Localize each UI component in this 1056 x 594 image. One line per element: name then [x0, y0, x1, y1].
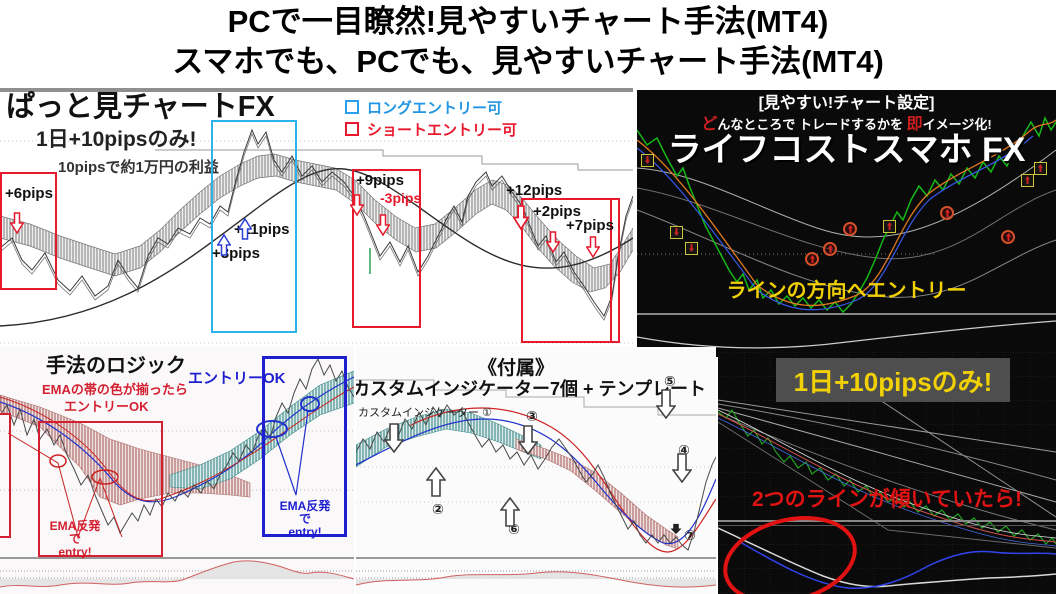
signal-box-down-icon — [685, 242, 698, 255]
logic-blue-zone — [262, 356, 347, 537]
daily-pips-chart-panel: 1日+10pipsのみ! 2つのラインが傾いていたら! — [718, 352, 1056, 594]
logic-title: 手法のロジック — [46, 355, 186, 377]
logic-chart-panel: 手法のロジック EMAの帯の色が揃ったら エントリーOK エントリーOK EMA… — [0, 347, 354, 594]
signal-circle-up-icon — [805, 252, 819, 266]
short-entry-label: ショートエントリー可 — [367, 121, 518, 139]
sell-arrow-icon — [10, 212, 24, 234]
main-chart-subtitle: 1日+10pipsのみ! — [36, 128, 197, 151]
entry-ok-label: エントリーOK — [188, 370, 286, 387]
subline-text-1: んなところで トレードするかを — [717, 117, 907, 132]
signal-circle-up-icon — [1001, 230, 1015, 244]
daily-pips-badge-text: 1日+10pipsのみ! — [793, 366, 993, 397]
blue-entry-line-1: EMA反発で — [279, 499, 331, 527]
short-zone-3-inner-edge — [610, 198, 612, 343]
white-down-arrow-icon — [656, 389, 676, 419]
long-entry-label: ロングエントリー可 — [367, 99, 503, 117]
long-zone-1 — [211, 120, 297, 333]
subline-accent-2: 即 — [906, 116, 923, 133]
marker-6: ⑥ — [508, 521, 520, 537]
signal-box-up-icon — [1034, 162, 1047, 175]
short-entry-swatch — [345, 122, 359, 136]
chart-top-bar — [0, 88, 633, 92]
white-down-arrow-icon — [518, 425, 538, 455]
lifecost-chart-panel: [見やすい!チャート設定] どんなところで トレードするかを 即イメージ化! ラ… — [637, 90, 1056, 357]
logic-rule-2: エントリーOK — [64, 399, 149, 414]
signal-circle-up-icon — [940, 206, 954, 220]
marker-2: ② — [432, 501, 444, 517]
custom-indicator-label: カスタムインジケーター ① — [358, 407, 492, 419]
signal-box-down-icon — [641, 154, 654, 167]
settings-subline: どんなところで トレードするかを 即イメージ化! — [637, 116, 1056, 134]
main-chart-title: ぱっと見チャートFX — [6, 91, 275, 123]
sell-arrow-icon — [350, 194, 364, 216]
subline-accent-1: ど — [701, 116, 718, 133]
signal-box-up-icon — [1021, 174, 1034, 187]
sell-arrow-icon — [513, 205, 529, 231]
main-chart-panel: ぱっと見チャートFX 1日+10pipsのみ! 10pipsで約1万円の利益 ロ… — [0, 88, 633, 346]
header-line-1: PCで一目瞭然!見やすいチャート手法(MT4) — [227, 4, 829, 39]
line-direction-caption: ラインの方向へエントリー — [726, 280, 967, 302]
marker-4: ④ — [678, 442, 690, 458]
short-zone-3 — [521, 198, 620, 343]
marker-5: ⑤ — [664, 373, 676, 389]
signal-box-down-icon — [670, 226, 683, 239]
daily-pips-badge: 1日+10pipsのみ! — [776, 358, 1010, 402]
bundle-subtitle: カスタムインジケーター7個 + テンプレート — [356, 379, 706, 399]
marker-3: ③ — [526, 408, 538, 424]
red-entry-note: EMA反発で entry! — [44, 519, 106, 560]
short-zone-1 — [0, 172, 57, 290]
logic-zone-left-edge — [0, 413, 11, 538]
logic-rule-1: EMAの帯の色が揃ったら — [42, 382, 188, 397]
page-header: PCで一目瞭然!見やすいチャート手法(MT4) スマホでも、PCでも、見やすいチ… — [0, 2, 1056, 82]
signal-box-up-icon — [883, 220, 896, 233]
header-line-2: スマホでも、PCでも、見やすいチャート手法(MT4) — [172, 44, 884, 79]
settings-header: [見やすい!チャート設定] — [758, 95, 935, 112]
buy-arrow-icon — [238, 218, 252, 240]
logic-red-zone — [38, 421, 163, 557]
white-up-arrow-icon — [500, 497, 520, 527]
two-lines-caption: 2つのラインが傾いていたら! — [751, 488, 1023, 511]
bundle-title: 《付属》 — [477, 358, 554, 379]
white-up-arrow-icon — [426, 467, 446, 497]
subline-text-2: イメージ化! — [922, 117, 992, 132]
pips-label-6: +12pips — [506, 182, 563, 199]
bundle-chart-panel: 《付属》 カスタムインジケーター7個 + テンプレート カスタムインジケーター … — [356, 347, 716, 594]
pips-label-8: +7pips — [566, 217, 614, 234]
pips-label-3: -3pips — [380, 190, 422, 206]
bundle-chart-canvas — [356, 379, 716, 588]
sell-arrow-icon — [546, 231, 560, 253]
entry-legend: ロングエントリー可 ショートエントリー可 — [345, 96, 517, 140]
signal-circle-up-icon — [843, 222, 857, 236]
black-down-arrow-icon — [670, 523, 682, 535]
short-zone-2 — [352, 169, 421, 328]
red-entry-line-1: EMA反発で — [49, 519, 101, 547]
signal-circle-up-icon — [823, 242, 837, 256]
lifecost-title: ライフコストスマホ FX — [667, 131, 1026, 169]
sell-arrow-icon — [586, 236, 600, 258]
sell-arrow-icon — [376, 214, 390, 236]
pips-label-2: +9pips — [356, 172, 404, 189]
white-down-arrow-icon — [672, 453, 692, 483]
long-entry-swatch — [345, 100, 359, 114]
main-chart-note: 10pipsで約1万円の利益 — [58, 159, 219, 176]
blue-entry-note: EMA反発で entry! — [274, 499, 336, 540]
lifecost-chart-canvas — [637, 116, 1056, 349]
pips-label-7: +2pips — [533, 203, 581, 220]
red-entry-line-2: entry! — [58, 545, 92, 560]
buy-arrow-icon — [217, 234, 231, 256]
marker-7: ⑦ — [684, 527, 696, 543]
pips-label-1: +6pips — [5, 185, 53, 202]
blue-entry-line-2: entry! — [288, 525, 322, 540]
white-down-arrow-icon — [384, 423, 404, 453]
